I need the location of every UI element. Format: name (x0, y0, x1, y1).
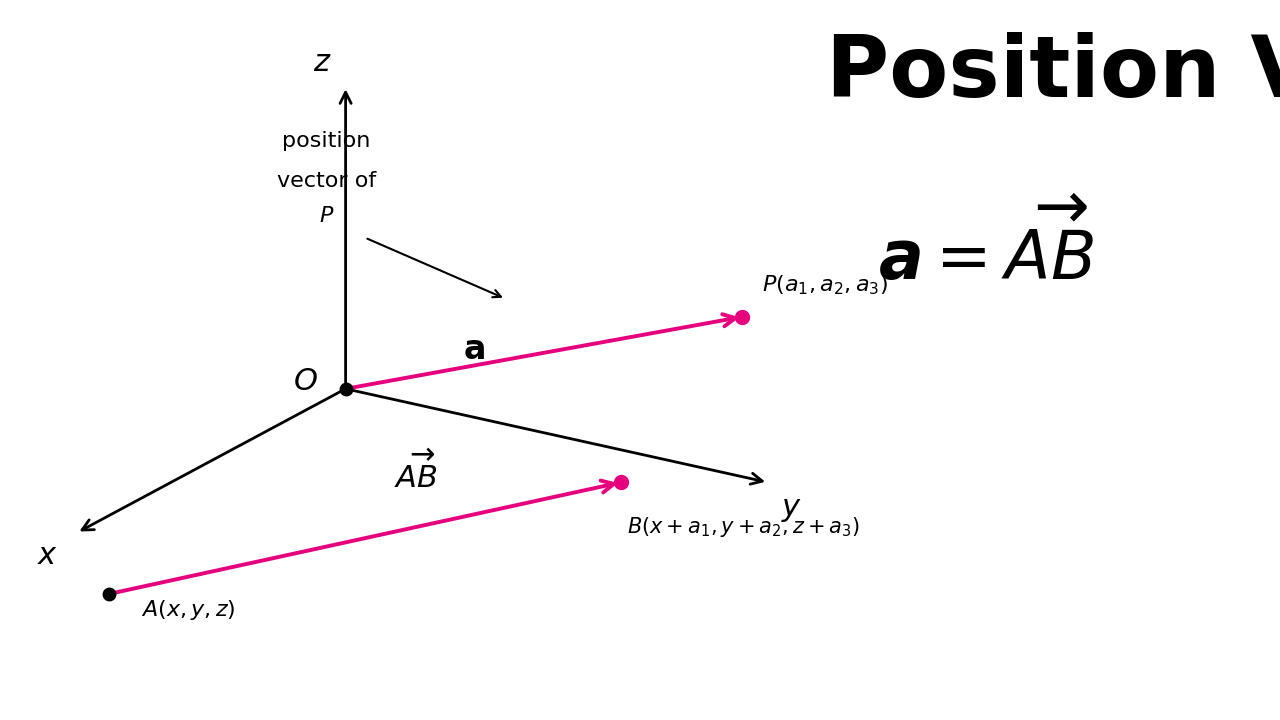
Text: $\boldsymbol{a} = \overrightarrow{AB}$: $\boldsymbol{a} = \overrightarrow{AB}$ (878, 202, 1093, 294)
Text: Position Vector: Position Vector (826, 32, 1280, 115)
Text: $O$: $O$ (293, 366, 317, 397)
Text: $z$: $z$ (314, 47, 332, 78)
Text: vector of: vector of (276, 171, 376, 191)
Text: $y$: $y$ (781, 493, 803, 524)
Text: $A(x, y, z)$: $A(x, y, z)$ (141, 598, 236, 621)
Text: $\overrightarrow{AB}$: $\overrightarrow{AB}$ (394, 452, 438, 495)
Text: position: position (282, 131, 371, 151)
Text: $P(a_1, a_2, a_3)$: $P(a_1, a_2, a_3)$ (762, 273, 887, 297)
Text: $x$: $x$ (37, 540, 58, 571)
Text: $B(x + a_1, y + a_2, z + a_3)$: $B(x + a_1, y + a_2, z + a_3)$ (627, 515, 860, 539)
Text: $\mathbf{a}$: $\mathbf{a}$ (462, 333, 485, 366)
Text: $P$: $P$ (319, 204, 334, 227)
